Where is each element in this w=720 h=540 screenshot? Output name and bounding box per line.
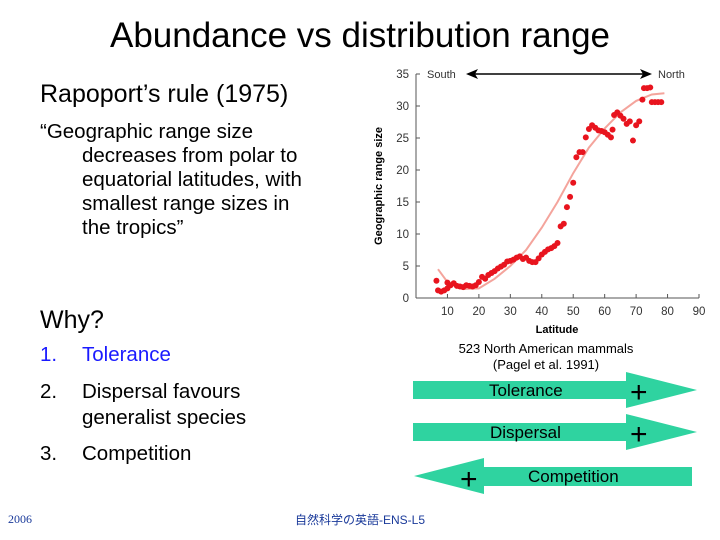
quote-line: “Geographic range size: [40, 120, 254, 143]
y-tick-label: 15: [396, 197, 409, 209]
chart-axes: 10 20 30 40 50 60 70 80 90 0 5 10 15 20 25 30 35: [396, 69, 705, 318]
caption-line: (Pagel et al. 1991): [492, 357, 600, 372]
y-tick-label: 20: [396, 165, 409, 177]
x-axis-label: Latitude: [536, 324, 579, 336]
south-label: South: [427, 69, 456, 81]
data-point: [620, 115, 627, 122]
x-tick-label: 90: [693, 306, 706, 318]
data-point: [658, 99, 665, 106]
quote-text: “Geographic range size decreases from po…: [40, 120, 350, 240]
north-label: North: [658, 69, 685, 81]
footer-course: 自然科学の英語-ENS-L5: [294, 513, 425, 527]
data-point: [554, 239, 561, 246]
x-tick-label: 30: [504, 306, 517, 318]
data-point: [573, 154, 580, 161]
data-point: [560, 220, 567, 227]
reason-text: Dispersal favours: [82, 380, 241, 403]
quote-line: the tropics”: [82, 216, 184, 239]
x-tick-label: 50: [567, 306, 580, 318]
x-tick-label: 10: [441, 306, 454, 318]
plus-sign: +: [630, 376, 648, 409]
data-points: [433, 84, 665, 295]
data-point: [609, 126, 616, 133]
data-point: [433, 277, 440, 284]
data-point: [570, 179, 577, 186]
data-point: [579, 149, 586, 156]
data-point: [475, 279, 482, 285]
x-tick-label: 20: [472, 306, 485, 318]
reason-text: Competition: [82, 442, 192, 465]
y-tick-label: 5: [403, 261, 409, 273]
data-point: [629, 137, 636, 144]
data-point: [636, 118, 643, 125]
y-tick-label: 25: [396, 133, 409, 145]
x-tick-label: 60: [598, 306, 611, 318]
y-axis-label: Geographic range size: [373, 127, 385, 245]
reason-text: Tolerance: [82, 343, 171, 366]
reason-number: 3.: [40, 442, 58, 465]
data-point: [647, 84, 654, 91]
chart-caption: 523 North American mammals (Pagel et al.…: [413, 341, 679, 373]
data-point: [582, 134, 589, 141]
y-tick-label: 10: [396, 229, 409, 241]
data-point: [567, 193, 574, 200]
why-heading: Why?: [40, 306, 104, 334]
y-tick-label: 30: [396, 101, 409, 113]
x-tick-label: 70: [630, 306, 643, 318]
reason-number: 1.: [40, 343, 58, 366]
footer-year: 2006: [8, 512, 32, 526]
caption-line: 523 North American mammals: [458, 341, 634, 356]
x-tick-label: 80: [661, 306, 674, 318]
data-point: [563, 204, 570, 211]
y-tick-label: 0: [403, 293, 409, 305]
slide-subtitle: Rapoport’s rule (1975): [40, 80, 289, 108]
x-tick-label: 40: [535, 306, 548, 318]
reason-number: 2.: [40, 380, 58, 403]
quote-line: equatorial latitudes, with: [82, 168, 302, 191]
data-point: [639, 96, 646, 103]
y-tick-label: 35: [396, 69, 409, 81]
slide-title: Abundance vs distribution range: [109, 16, 611, 55]
plus-sign: +: [630, 418, 648, 451]
competition-arrow-label: Competition: [528, 467, 619, 486]
south-north-arrow-icon: [466, 69, 652, 79]
tolerance-arrow-label: Tolerance: [489, 381, 563, 400]
range-latitude-chart: 10 20 30 40 50 60 70 80 90 0 5 10 15 20 25 30 35 Latitud…: [373, 69, 705, 336]
quote-line: smallest range sizes in: [82, 192, 290, 215]
quote-line: decreases from polar to: [82, 144, 298, 167]
plus-sign: +: [460, 463, 478, 496]
dispersal-arrow-label: Dispersal: [490, 423, 561, 442]
reason-text: generalist species: [82, 406, 247, 429]
data-point: [607, 134, 614, 141]
data-point: [626, 118, 633, 125]
